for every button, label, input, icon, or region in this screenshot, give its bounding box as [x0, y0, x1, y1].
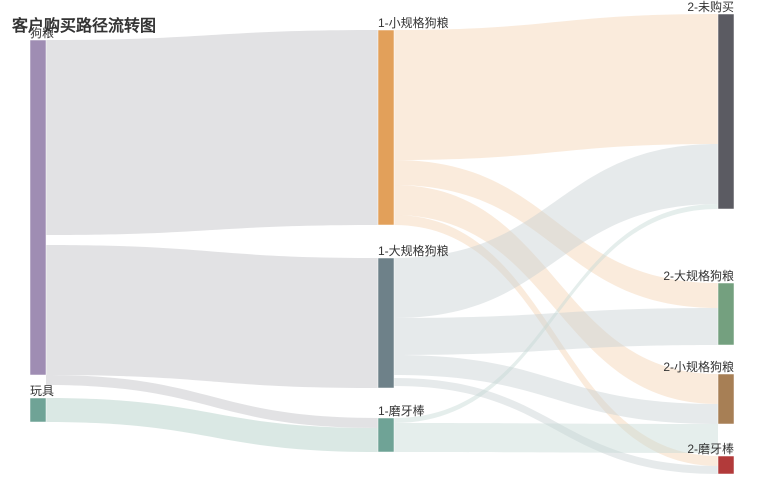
sankey-node[interactable] [718, 374, 734, 424]
node-label: 1-磨牙棒 [378, 402, 425, 419]
sankey-link [46, 30, 378, 235]
sankey-node[interactable] [378, 258, 394, 388]
node-label: 1-小规格狗粮 [378, 14, 449, 31]
sankey-node[interactable] [30, 40, 46, 375]
node-label: 2-磨牙棒 [687, 440, 734, 457]
node-label: 玩具 [30, 382, 54, 399]
node-label: 狗粮 [30, 24, 54, 41]
sankey-node[interactable] [378, 30, 394, 225]
sankey-link [46, 245, 378, 388]
node-label: 2-小规格狗粮 [663, 358, 734, 375]
sankey-node[interactable] [378, 418, 394, 452]
node-label: 1-大规格狗粮 [378, 242, 449, 259]
sankey-node[interactable] [30, 398, 46, 422]
node-label: 2-未购买 [687, 0, 734, 15]
sankey-node[interactable] [718, 456, 734, 474]
sankey-node[interactable] [718, 14, 734, 209]
sankey-link [394, 423, 718, 453]
sankey-chart: 客户购买路径流转图 狗粮玩具1-小规格狗粮1-大规格狗粮1-磨牙棒2-未购买2-… [0, 0, 766, 502]
sankey-node[interactable] [718, 283, 734, 345]
sankey-link [394, 14, 718, 160]
node-label: 2-大规格狗粮 [663, 267, 734, 284]
